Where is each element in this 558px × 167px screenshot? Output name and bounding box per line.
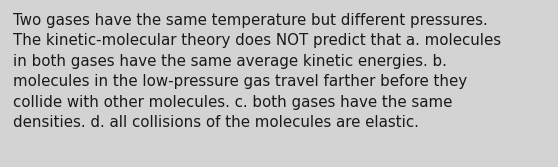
Text: Two gases have the same temperature but different pressures.
The kinetic-molecul: Two gases have the same temperature but … xyxy=(13,13,501,130)
